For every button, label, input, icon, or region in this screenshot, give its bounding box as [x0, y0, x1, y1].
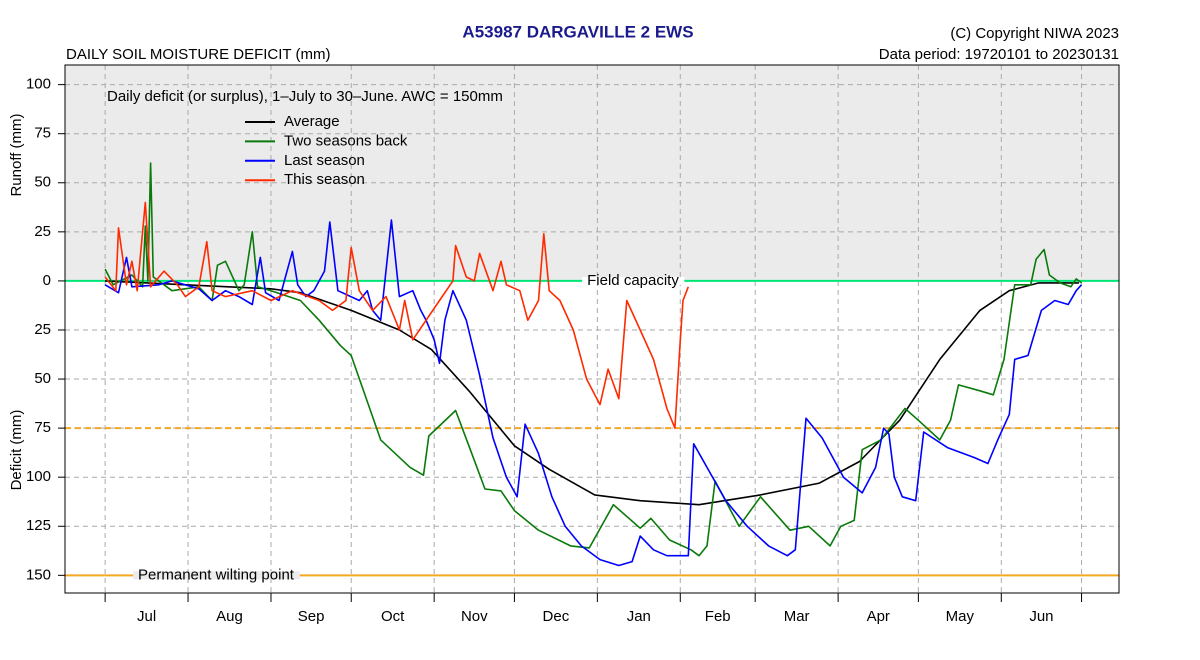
x-tick-label: Oct — [381, 608, 405, 625]
grid — [65, 65, 1119, 593]
y-label-upper: Runoff (mm) — [8, 113, 25, 196]
legend-label: Two seasons back — [284, 132, 408, 149]
y-tick-label: 50 — [34, 174, 51, 191]
x-tick-label: Sep — [298, 608, 325, 625]
x-tick-label: Nov — [461, 608, 488, 625]
x-tick-label: Dec — [543, 608, 570, 625]
y-tick-label: 100 — [26, 468, 51, 485]
plot-frame — [64, 64, 1120, 594]
legend-label: Last season — [284, 152, 365, 169]
runoff-region — [65, 65, 1119, 281]
data-period: Data period: 19720101 to 20230131 — [879, 46, 1119, 63]
copyright: (C) Copyright NIWA 2023 — [950, 25, 1119, 42]
y-tick-label: 25 — [34, 223, 51, 240]
y-tick-label: 50 — [34, 370, 51, 387]
x-tick-label: Apr — [867, 608, 890, 625]
reference-label: Permanent wilting point — [138, 566, 295, 583]
x-tick-label: Jun — [1029, 608, 1053, 625]
subtitle: DAILY SOIL MOISTURE DEFICIT (mm) — [66, 46, 330, 63]
x-tick-label: Aug — [216, 608, 243, 625]
y-tick-label: 75 — [34, 419, 51, 436]
legend-label: Average — [284, 113, 340, 130]
lines — [104, 162, 1083, 567]
y-tick-label: 100 — [26, 76, 51, 93]
x-tick-label: Mar — [784, 608, 810, 625]
x-tick-label: Jul — [137, 608, 156, 625]
x-tick-label: Feb — [705, 608, 731, 625]
x-tick-label: Jan — [627, 608, 651, 625]
y-label-lower: Deficit (mm) — [8, 410, 25, 491]
series-line — [104, 201, 690, 429]
note: Daily deficit (or surplus), 1–July to 30… — [107, 88, 503, 105]
legend-label: This season — [284, 171, 365, 188]
series-line — [105, 280, 1079, 506]
y-tick-label: 75 — [34, 125, 51, 142]
label-bg — [582, 276, 685, 285]
x-tick-label: May — [946, 608, 975, 625]
series-line — [104, 162, 1082, 557]
label-bg — [133, 571, 300, 580]
y-tick-label: 25 — [34, 321, 51, 338]
y-tick-label: 0 — [43, 272, 51, 289]
series-line — [104, 219, 1083, 567]
chart-title: A53987 DARGAVILLE 2 EWS — [462, 22, 693, 41]
y-tick-label: 150 — [26, 566, 51, 583]
reference-label: Field capacity — [587, 272, 679, 289]
y-tick-label: 125 — [26, 517, 51, 534]
